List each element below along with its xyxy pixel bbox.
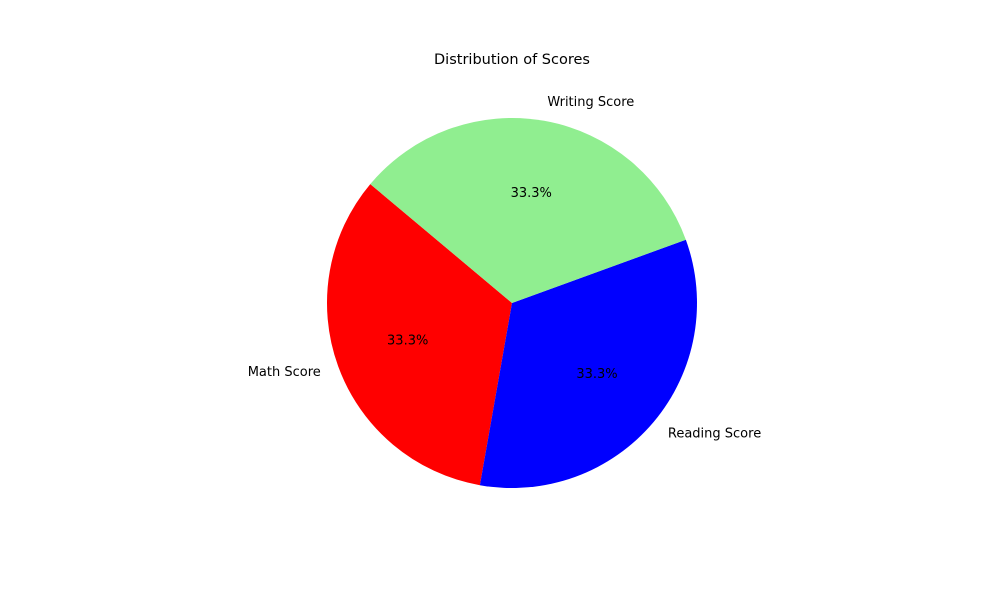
slice-label-math-score: Math Score — [248, 365, 321, 380]
pie-labels: Math Score 33.3% Reading Score 33.3% Writing… — [248, 95, 761, 441]
pie-slice-reading-score — [479, 239, 697, 488]
pie-slice-writing-score — [370, 117, 686, 303]
pct-label-reading-score: 33.3% — [576, 367, 617, 382]
chart-title: Distribution of Scores — [434, 52, 590, 68]
pie-slice-math-score — [326, 184, 512, 486]
pct-label-math-score: 33.3% — [387, 333, 428, 348]
pct-label-writing-score: 33.3% — [511, 186, 552, 201]
pie-slices — [326, 117, 697, 488]
slice-label-writing-score: Writing Score — [547, 95, 634, 110]
slice-label-reading-score: Reading Score — [668, 426, 761, 441]
